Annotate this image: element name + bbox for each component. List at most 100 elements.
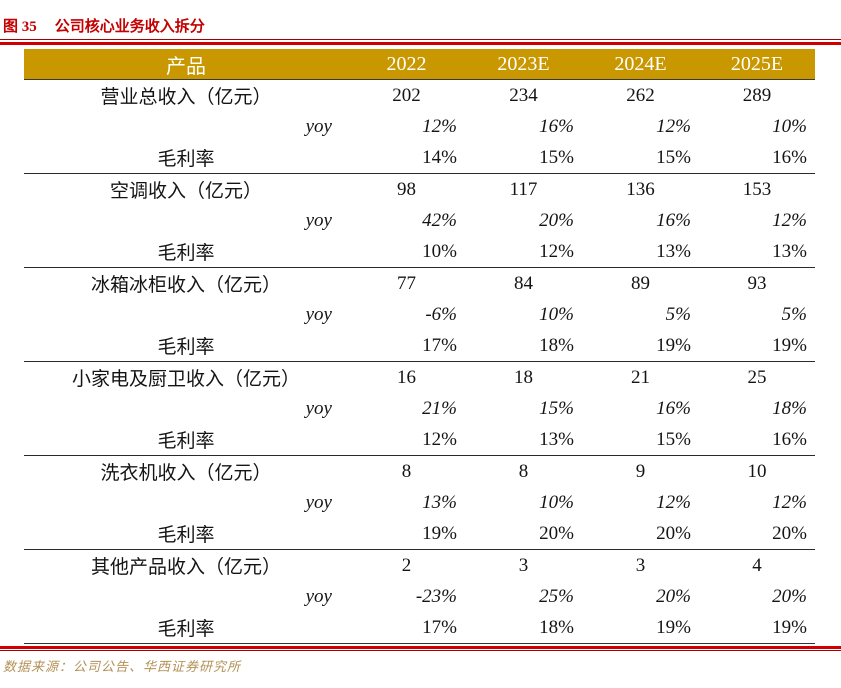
revenue-cell: 21	[582, 361, 699, 393]
table-header-row: 产品 2022 2023E 2024E 2025E	[24, 49, 815, 80]
table-row: 毛利率 17% 18% 19% 19%	[24, 330, 815, 362]
margin-label: 毛利率	[157, 525, 215, 546]
revenue-cell: 98	[348, 173, 465, 205]
margin-cell: 20%	[656, 522, 691, 544]
table-row: 营业总收入（亿元） 202 234 262 289	[24, 80, 815, 112]
header-year-2023e: 2023E	[465, 49, 582, 80]
figure-number: 图 35	[3, 19, 37, 35]
data-source-note: 数据来源：公司公告、华西证券研究所	[3, 659, 242, 674]
margin-cell: 12%	[539, 240, 574, 262]
revenue-cell: 25	[699, 361, 815, 393]
margin-cell: 17%	[422, 334, 457, 356]
revenue-cell: 289	[742, 84, 772, 106]
revenue-cell: 3	[465, 549, 582, 581]
table-row: 毛利率 19% 20% 20% 20%	[24, 518, 815, 550]
margin-cell: 19%	[656, 334, 691, 356]
revenue-cell: 234	[509, 84, 538, 106]
yoy-cell: 12%	[772, 209, 807, 231]
margin-cell: 15%	[539, 146, 574, 168]
yoy-label: yoy	[305, 303, 332, 325]
yoy-cell: 12%	[656, 491, 691, 513]
yoy-cell: 5%	[781, 303, 807, 325]
section-label: 洗衣机收入（亿元）	[24, 455, 348, 487]
table-row: 毛利率 17% 18% 19% 19%	[24, 612, 815, 644]
revenue-cell: 8	[348, 455, 465, 487]
yoy-cell: -6%	[425, 303, 457, 325]
yoy-cell: -23%	[415, 585, 457, 607]
section-label: 营业总收入（亿元）	[100, 87, 272, 108]
yoy-label: yoy	[305, 209, 332, 231]
yoy-cell: 15%	[539, 397, 574, 419]
title-rule-gap	[0, 40, 841, 42]
margin-label: 毛利率	[157, 149, 215, 170]
margin-cell: 20%	[772, 522, 807, 544]
margin-cell: 15%	[656, 146, 691, 168]
figure-caption: 图 35 公司核心业务收入拆分	[0, 0, 841, 36]
revenue-cell: 262	[626, 84, 655, 106]
footer-rule-thick-line	[0, 646, 841, 649]
table-row: 毛利率 12% 13% 15% 16%	[24, 424, 815, 456]
yoy-cell: 10%	[539, 303, 574, 325]
margin-cell: 13%	[539, 428, 574, 450]
margin-cell: 15%	[656, 428, 691, 450]
section-label: 其他产品收入（亿元）	[24, 549, 348, 581]
yoy-label: yoy	[305, 585, 332, 607]
section-label: 冰箱冰柜收入（亿元）	[24, 267, 348, 299]
table-row: yoy 12% 16% 12% 10%	[24, 111, 815, 142]
margin-cell: 18%	[539, 334, 574, 356]
revenue-cell: 202	[392, 84, 421, 106]
revenue-cell: 9	[582, 455, 699, 487]
header-year-2022: 2022	[348, 49, 465, 80]
margin-label: 毛利率	[157, 243, 215, 264]
margin-cell: 20%	[539, 522, 574, 544]
table-row: 毛利率 10% 12% 13% 13%	[24, 236, 815, 268]
yoy-cell: 10%	[772, 115, 807, 137]
margin-cell: 16%	[772, 146, 807, 168]
margin-cell: 13%	[772, 240, 807, 262]
section-label: 小家电及厨卫收入（亿元）	[24, 361, 348, 393]
margin-cell: 19%	[772, 616, 807, 638]
margin-cell: 19%	[772, 334, 807, 356]
table-row: 毛利率 14% 15% 15% 16%	[24, 142, 815, 174]
table-row: yoy 21% 15% 16% 18%	[24, 393, 815, 424]
yoy-cell: 20%	[656, 585, 691, 607]
yoy-label: yoy	[305, 491, 332, 513]
footer-rule	[0, 646, 841, 651]
header-product: 产品	[24, 49, 348, 80]
revenue-cell: 16	[348, 361, 465, 393]
table-row: yoy -6% 10% 5% 5%	[24, 299, 815, 330]
revenue-cell: 93	[699, 267, 815, 299]
revenue-cell: 8	[465, 455, 582, 487]
figure-title: 公司核心业务收入拆分	[54, 19, 205, 35]
margin-cell: 16%	[772, 428, 807, 450]
revenue-cell: 18	[465, 361, 582, 393]
yoy-label: yoy	[305, 397, 332, 419]
margin-label: 毛利率	[157, 431, 215, 452]
yoy-label: yoy	[305, 115, 332, 137]
margin-cell: 10%	[422, 240, 457, 262]
table-row: 其他产品收入（亿元） 2 3 3 4	[24, 549, 815, 581]
revenue-cell: 4	[699, 549, 815, 581]
yoy-cell: 12%	[422, 115, 457, 137]
yoy-cell: 12%	[772, 491, 807, 513]
section-label: 空调收入（亿元）	[24, 173, 348, 205]
yoy-cell: 25%	[539, 585, 574, 607]
revenue-cell: 117	[465, 173, 582, 205]
margin-label: 毛利率	[157, 337, 215, 358]
footer-rule-thin-line	[0, 650, 841, 651]
footer-rule-gap	[0, 649, 841, 650]
yoy-cell: 16%	[539, 115, 574, 137]
revenue-cell: 136	[582, 173, 699, 205]
title-rule-thin-line	[0, 39, 841, 40]
yoy-cell: 20%	[539, 209, 574, 231]
revenue-cell: 2	[348, 549, 465, 581]
table-row: 冰箱冰柜收入（亿元） 77 84 89 93	[24, 267, 815, 299]
yoy-cell: 16%	[656, 209, 691, 231]
header-year-2025e: 2025E	[699, 49, 815, 80]
margin-cell: 18%	[539, 616, 574, 638]
yoy-cell: 21%	[422, 397, 457, 419]
table-row: yoy -23% 25% 20% 20%	[24, 581, 815, 612]
yoy-cell: 16%	[656, 397, 691, 419]
revenue-cell: 3	[582, 549, 699, 581]
yoy-cell: 13%	[422, 491, 457, 513]
